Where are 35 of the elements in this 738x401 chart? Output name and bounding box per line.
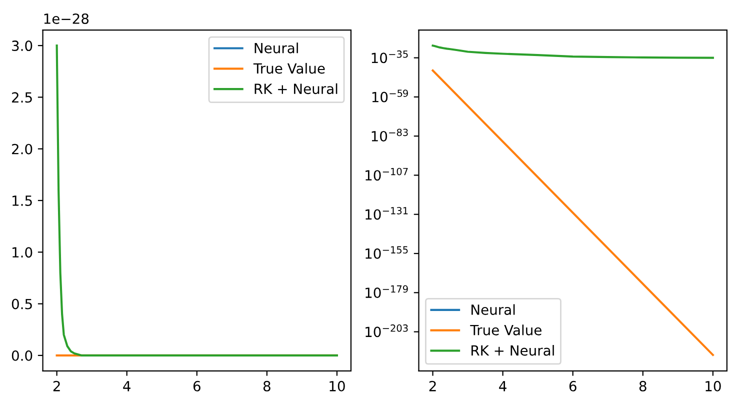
y-tick-label: 1.5: [12, 196, 32, 206]
y-tick-label: 1.0: [12, 247, 32, 258]
x-tick-label: 8: [639, 380, 646, 392]
y-tick-label: 10$^{−203}$: [366, 324, 408, 338]
legend-label: RK + Neural: [254, 83, 338, 94]
legend-label: RK + Neural: [472, 344, 554, 356]
x-tick-label: 4: [499, 381, 506, 392]
y-tick-label: 0.0: [12, 350, 32, 361]
x-tick-label: 8: [263, 380, 270, 392]
y-tick-label: 0.5: [12, 298, 32, 310]
x-tick-label: 2: [429, 380, 436, 392]
line-series: [432, 69, 714, 356]
line-series: [432, 44, 714, 59]
y-tick-label: 10$^{−179}$: [366, 285, 408, 298]
y-tick-label: 10$^{−131}$: [366, 207, 408, 220]
y-tick-label: 10$^{−155}$: [366, 246, 408, 259]
x-tick-label: 4: [123, 381, 130, 392]
legend-label: Neural: [472, 304, 515, 315]
x-tick-label: 6: [569, 380, 576, 392]
y-tick-label: 10$^{−83}$: [372, 128, 408, 142]
y-tick-label: 10$^{−35}$: [372, 50, 408, 64]
x-tick-label: 10: [706, 380, 721, 392]
y-tick-label: 3.0: [12, 40, 32, 52]
legend-label: Neural: [254, 42, 298, 54]
legend-label: True Value: [470, 324, 542, 336]
y-tick-label: 10$^{−59}$: [372, 90, 408, 102]
y-tick-label: 2.5: [12, 92, 32, 103]
line-series: [56, 44, 338, 356]
y-tick-label: 10$^{−107}$: [366, 168, 408, 181]
text: 1e−28: [44, 13, 89, 24]
x-tick-label: 10: [330, 380, 345, 392]
legend-label: True Value: [253, 62, 325, 74]
y-tick-label: 2.0: [12, 144, 32, 154]
x-tick-label: 2: [53, 380, 60, 392]
x-tick-label: 6: [193, 380, 200, 392]
